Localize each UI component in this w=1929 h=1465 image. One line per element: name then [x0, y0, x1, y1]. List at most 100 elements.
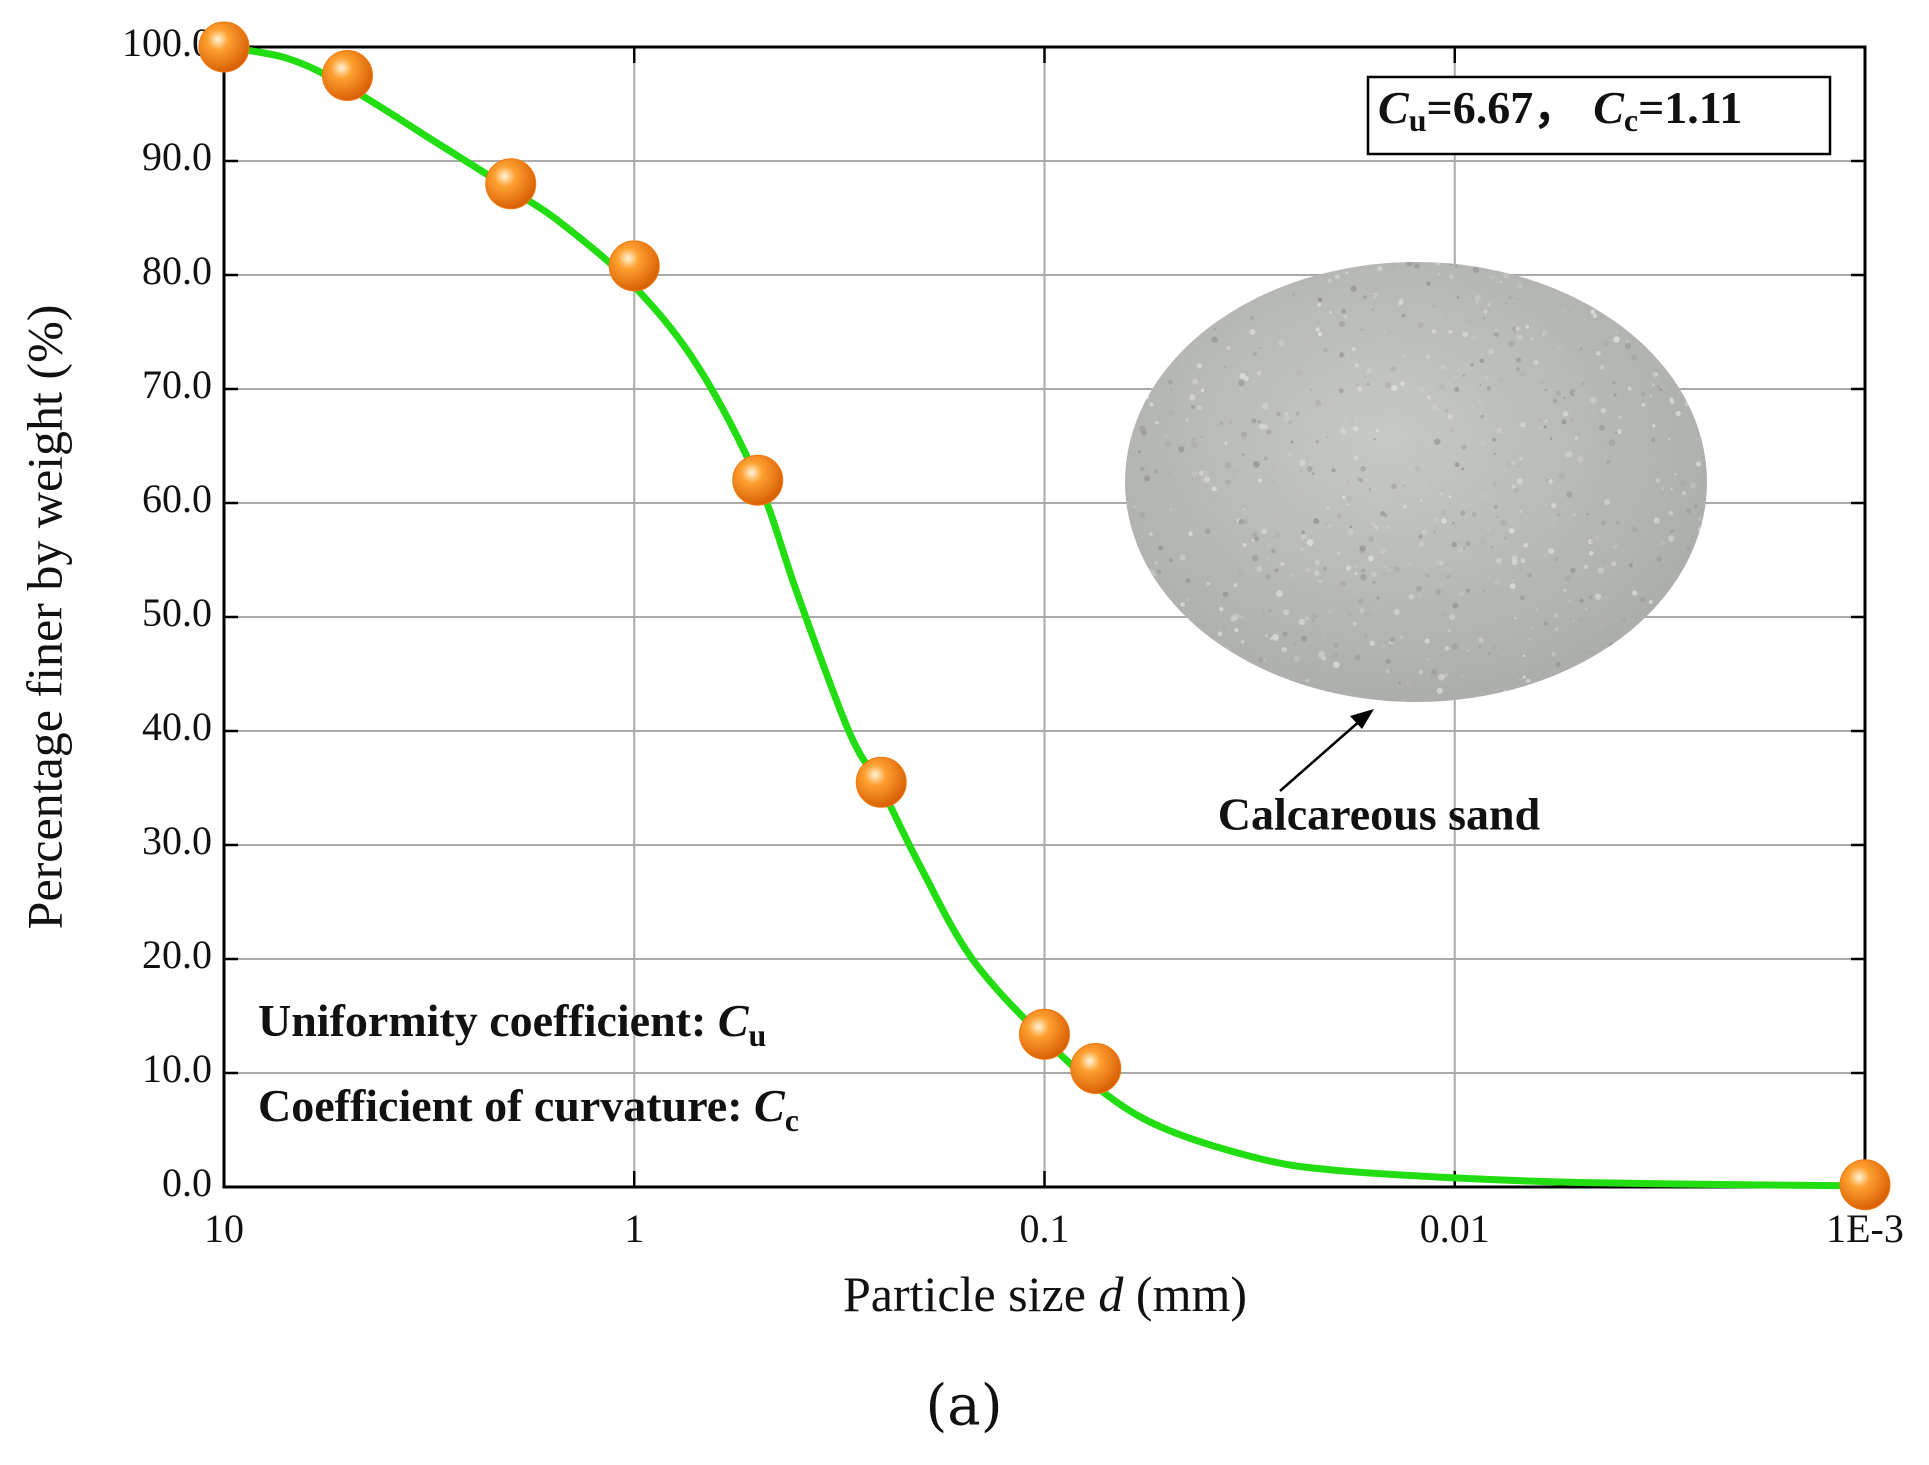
- grain: [1202, 276, 1210, 283]
- grain: [1419, 386, 1425, 392]
- grain: [1555, 627, 1559, 631]
- grain: [1400, 636, 1403, 639]
- grain: [1612, 309, 1616, 313]
- grain: [1165, 433, 1169, 438]
- grain: [1570, 674, 1577, 681]
- grain: [1553, 612, 1559, 619]
- grain: [1284, 411, 1289, 416]
- grain: [1376, 596, 1380, 600]
- grain: [1441, 517, 1447, 524]
- grain: [1688, 584, 1695, 591]
- grain: [1681, 652, 1687, 658]
- grain: [1222, 591, 1229, 598]
- grain: [1384, 513, 1388, 518]
- grain: [1346, 503, 1349, 506]
- value: =1.11: [1638, 82, 1742, 133]
- grain: [1358, 598, 1364, 604]
- grain: [1475, 300, 1479, 304]
- grain: [1466, 588, 1471, 593]
- grain: [1544, 419, 1548, 423]
- grain: [1287, 677, 1290, 680]
- grain: [1489, 283, 1493, 287]
- grain: [1655, 659, 1661, 665]
- grain: [1479, 412, 1482, 416]
- grain: [1600, 408, 1607, 414]
- grain: [1530, 627, 1534, 631]
- caption: (a): [925, 1374, 1002, 1439]
- grain: [1312, 268, 1316, 272]
- grain: [1643, 298, 1648, 302]
- grain: [1487, 651, 1491, 656]
- grain: [1271, 604, 1274, 607]
- grain: [1327, 548, 1330, 552]
- grain: [1466, 319, 1474, 326]
- grain: [1682, 572, 1688, 578]
- grain: [1314, 570, 1320, 576]
- grain: [1329, 310, 1332, 314]
- annotation-box: [1366, 75, 1832, 156]
- grain: [1670, 488, 1673, 491]
- grain: [1348, 418, 1355, 425]
- grain: [1638, 448, 1641, 451]
- grain: [1221, 679, 1228, 686]
- grain: [1570, 618, 1575, 623]
- grain: [1668, 510, 1674, 516]
- grain: [1419, 446, 1423, 449]
- grain: [1452, 602, 1459, 609]
- grain: [1564, 452, 1570, 459]
- grain: [1590, 650, 1594, 654]
- grain: [1170, 604, 1175, 610]
- grain: [1670, 529, 1674, 533]
- grain: [1416, 585, 1423, 592]
- grain: [1261, 528, 1268, 535]
- grain: [1679, 479, 1686, 487]
- grain: [1634, 635, 1639, 640]
- grain: [1333, 642, 1339, 648]
- grain: [1206, 582, 1211, 586]
- grain: [1659, 473, 1663, 477]
- grain: [1228, 669, 1233, 674]
- grain: [1340, 664, 1347, 671]
- grain: [1603, 614, 1610, 621]
- grain: [1196, 405, 1203, 411]
- grain: [1699, 267, 1705, 274]
- grain: [1289, 573, 1293, 577]
- grain: [1470, 334, 1476, 340]
- grain: [1158, 545, 1164, 551]
- grain: [1357, 386, 1363, 392]
- grain: [1583, 564, 1589, 570]
- grain: [1566, 277, 1570, 281]
- grain: [1542, 552, 1548, 558]
- grain: [1234, 628, 1239, 633]
- grain: [1272, 634, 1279, 641]
- grain: [1183, 664, 1189, 669]
- grain: [1478, 630, 1483, 634]
- grain: [1590, 396, 1597, 404]
- grain: [1569, 618, 1572, 621]
- grain: [1433, 560, 1440, 567]
- grain: [1418, 541, 1424, 547]
- grain: [1379, 598, 1385, 604]
- grain: [1241, 615, 1245, 619]
- grain: [1379, 547, 1386, 555]
- x-tick-label: 1E-3: [1826, 1206, 1904, 1251]
- grain: [1275, 629, 1281, 634]
- grain: [1185, 578, 1191, 584]
- symbol: C: [754, 1080, 786, 1131]
- grain: [1233, 583, 1238, 588]
- grain: [1615, 329, 1619, 333]
- grain: [1147, 620, 1152, 625]
- sand-photo: [1125, 262, 1707, 702]
- data-point: [321, 50, 373, 101]
- grain: [1493, 331, 1499, 337]
- grain: [1333, 600, 1339, 606]
- grain: [1349, 525, 1353, 529]
- grain: [1379, 553, 1383, 557]
- grain: [1697, 515, 1703, 522]
- grain: [1533, 574, 1536, 577]
- grain: [1389, 637, 1395, 643]
- grain: [1244, 376, 1249, 382]
- grain: [1217, 631, 1223, 637]
- grain: [1332, 652, 1339, 659]
